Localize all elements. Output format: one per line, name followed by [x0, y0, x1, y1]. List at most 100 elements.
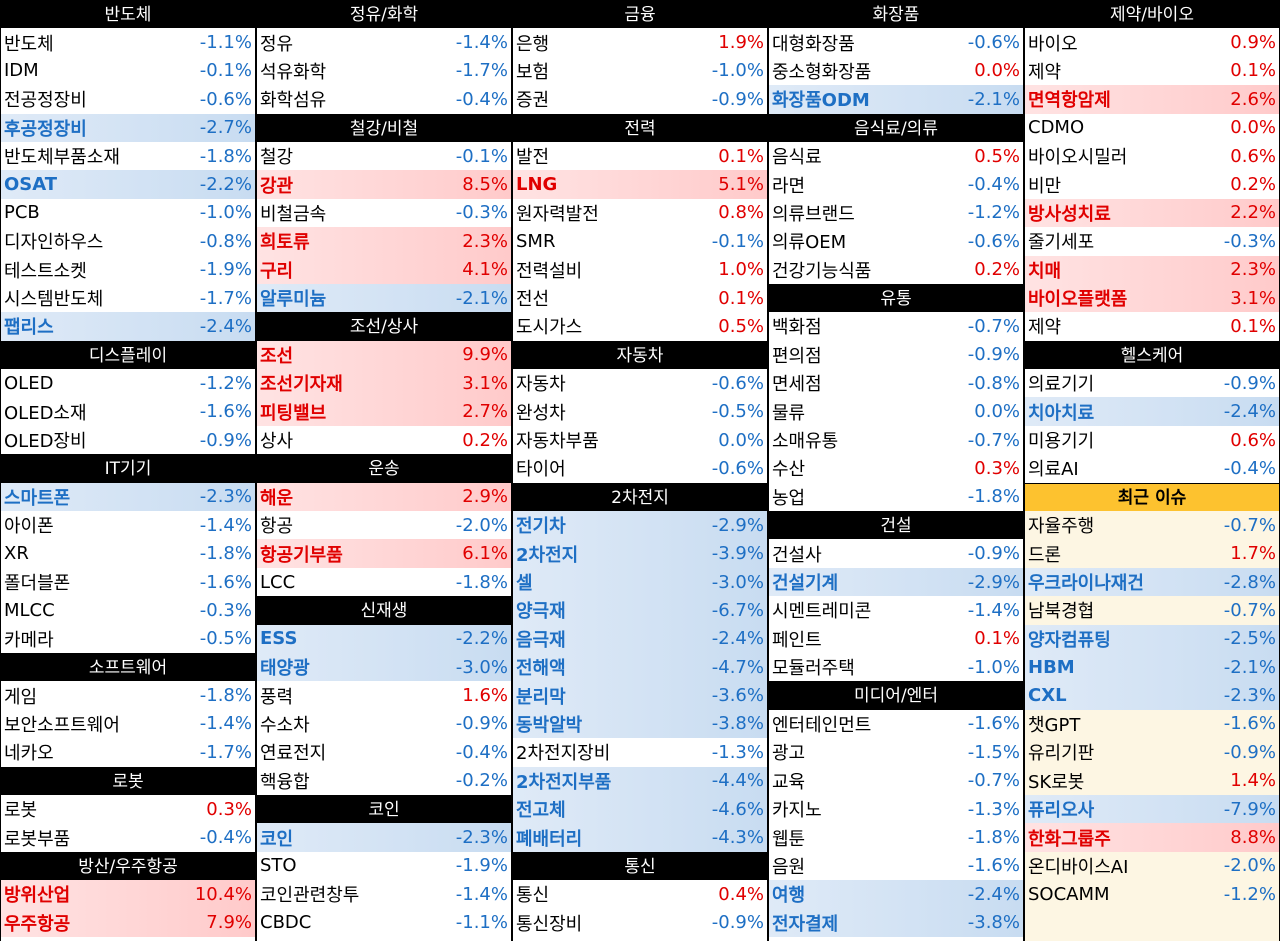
sector-row: 핵융합 -0.2% — [257, 767, 511, 795]
sector-change: -7.9% — [1223, 798, 1276, 820]
sector-change: -1.9% — [455, 855, 508, 877]
sector-change: -3.0% — [455, 656, 508, 678]
sector-row: 광고 -1.5% — [769, 738, 1023, 766]
sector-name: 대형화장품 — [772, 33, 855, 55]
sector-name: CBDC — [260, 912, 312, 934]
section-header: 디스플레이 — [1, 340, 255, 370]
sector-name: 교육 — [772, 771, 806, 793]
sector-change: -1.1% — [455, 912, 508, 934]
sector-row: 건설사 -0.9% — [769, 539, 1023, 567]
sector-name: 증권 — [516, 90, 550, 112]
sector-change: 9.9% — [462, 344, 508, 366]
sector-row: 바이오 0.9% — [1025, 28, 1279, 56]
sector-change: -0.9% — [711, 88, 764, 110]
sector-row: 여행 -2.4% — [769, 880, 1023, 909]
sector-change: -0.4% — [455, 88, 508, 110]
sector-change: -0.1% — [711, 230, 764, 252]
section-header: 자동차 — [513, 340, 767, 370]
sector-row: 치매 2.3% — [1025, 255, 1279, 284]
sector-name: 건설사 — [772, 544, 822, 566]
sector-name: 정유 — [260, 33, 294, 55]
sector-row: 코인 -2.3% — [257, 823, 511, 852]
sector-change: -1.7% — [199, 287, 252, 309]
sector-change: -0.3% — [1223, 230, 1276, 252]
sector-row: 석유화학 -1.7% — [257, 57, 511, 85]
sector-name: 강관 — [260, 175, 294, 197]
section-header: 화장품 — [769, 0, 1023, 29]
sector-name: 자율주행 — [1028, 516, 1095, 538]
sector-name: 유리기판 — [1028, 743, 1095, 765]
sector-row: 증권 -0.9% — [513, 85, 767, 113]
sector-name: HBM — [1028, 656, 1075, 678]
sector-name: 소매유통 — [772, 431, 839, 453]
sector-change: 2.6% — [1230, 88, 1276, 110]
sector-row: 라면 -0.4% — [769, 170, 1023, 198]
sector-name: 보험 — [516, 61, 550, 83]
sector-row: 전자결제 -3.8% — [769, 908, 1023, 937]
sector-row: 음극재 -2.4% — [513, 624, 767, 653]
sector-row: 방위산업 10.4% — [1, 880, 255, 909]
sector-row: 전공정장비 -0.6% — [1, 85, 255, 113]
sector-name: LCC — [260, 571, 296, 593]
sector-change: -2.0% — [1223, 855, 1276, 877]
sector-row: ESS -2.2% — [257, 624, 511, 653]
sector-name: SOCAMM — [1028, 883, 1110, 905]
sector-name: 화학섬유 — [260, 90, 327, 112]
sector-change: 0.4% — [718, 883, 764, 905]
sector-name: 폐배터리 — [516, 828, 583, 850]
sector-name: 우주항공 — [4, 913, 71, 935]
sector-name: 시멘트레미콘 — [772, 601, 872, 623]
sector-change: -1.4% — [199, 514, 252, 536]
sector-change: -0.9% — [455, 713, 508, 735]
sector-row: 제약 0.1% — [1025, 57, 1279, 85]
section-header: 통신 — [513, 851, 767, 881]
sector-row: 전해액 -4.7% — [513, 652, 767, 682]
sector-change: -1.2% — [967, 202, 1020, 224]
section-header: 반도체 — [1, 0, 255, 29]
sector-row: LNG 5.1% — [513, 170, 767, 199]
sector-row: CBDC -1.1% — [257, 909, 511, 937]
sector-row: 건강기능식품 0.2% — [769, 256, 1023, 284]
sector-change: 0.1% — [1230, 60, 1276, 82]
sector-row: OLED소재 -1.6% — [1, 397, 255, 425]
sector-name: 테스트소켓 — [4, 260, 87, 282]
sector-change: -0.1% — [455, 145, 508, 167]
sector-change: -2.9% — [967, 571, 1020, 593]
sector-change: -0.6% — [967, 32, 1020, 54]
sector-name: 전공정장비 — [4, 90, 87, 112]
sector-name: 제약 — [1028, 61, 1062, 83]
sector-change: -1.4% — [455, 32, 508, 54]
sector-change: -0.2% — [455, 770, 508, 792]
sector-change: -0.6% — [967, 230, 1020, 252]
section-header: 음식료/의류 — [769, 113, 1023, 142]
sector-change: -4.6% — [711, 798, 764, 820]
sector-row: 자동차부품 0.0% — [513, 426, 767, 454]
sector-name: 알루미늄 — [260, 289, 327, 311]
section-header: 로봇 — [1, 766, 255, 795]
sector-row: 철강 -0.1% — [257, 142, 511, 170]
sector-row: 구리 4.1% — [257, 255, 511, 284]
sector-name: 완성차 — [516, 402, 566, 424]
sector-row: 셀 -3.0% — [513, 567, 767, 597]
sector-name: 남북경협 — [1028, 601, 1095, 623]
sector-name: IDM — [4, 60, 39, 82]
sector-change: -4.4% — [711, 770, 764, 792]
sector-change: 3.1% — [462, 372, 508, 394]
sector-row: 챗GPT -1.6% — [1025, 709, 1279, 739]
sector-row: 통신 0.4% — [513, 880, 767, 908]
section-header: 정유/화학 — [257, 0, 511, 29]
sector-change: -1.8% — [199, 145, 252, 167]
section-header: 헬스케어 — [1025, 340, 1279, 370]
sector-row: 네카오 -1.7% — [1, 738, 255, 766]
sector-name: 음식료 — [772, 147, 822, 169]
sector-row: 의류브랜드 -1.2% — [769, 199, 1023, 227]
section-header: 건설 — [769, 511, 1023, 540]
sector-change: 1.0% — [718, 259, 764, 281]
sector-row: IDM -0.1% — [1, 57, 255, 85]
sector-name: 항공 — [260, 516, 294, 538]
sector-name: SK로봇 — [1028, 771, 1085, 793]
sector-row: MLCC -0.3% — [1, 596, 255, 624]
sector-name: 풍력 — [260, 686, 294, 708]
sector-change: 1.4% — [1230, 770, 1276, 792]
sector-row: 전력설비 1.0% — [513, 256, 767, 284]
